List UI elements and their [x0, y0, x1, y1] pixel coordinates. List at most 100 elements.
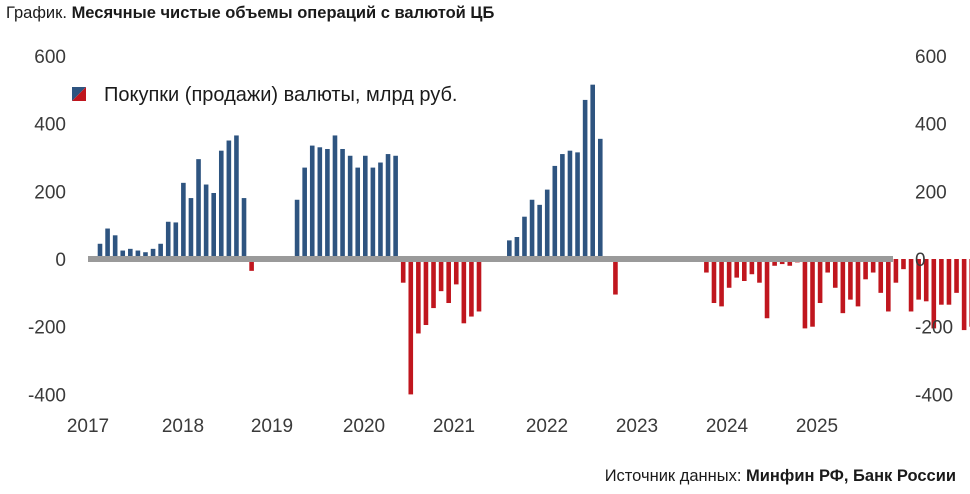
bar	[158, 243, 163, 259]
bar	[704, 259, 709, 273]
y-tick-label-right: 600	[915, 47, 947, 68]
bar	[757, 259, 762, 283]
y-tick-label-right: 200	[915, 182, 947, 203]
bar	[764, 259, 770, 319]
bar	[742, 259, 747, 281]
bar	[112, 235, 118, 260]
bar	[848, 259, 853, 300]
bar	[363, 155, 368, 259]
x-tick-label: 2021	[433, 416, 475, 437]
bar	[400, 259, 406, 283]
y-tick-label-left: 200	[34, 182, 66, 203]
y-tick-label-right: -200	[915, 318, 953, 339]
bar	[226, 140, 232, 259]
bar	[453, 259, 459, 285]
bar	[560, 154, 565, 259]
legend-label: Покупки (продажи) валюты, млрд руб.	[104, 84, 458, 106]
bar	[749, 259, 755, 275]
x-axis: 2017 2018 2019 2020 2021 2022 2023 2024 2025	[67, 416, 838, 437]
source-prefix: Источник данных:	[604, 467, 742, 485]
bar	[961, 259, 967, 331]
bar	[332, 135, 338, 259]
bar	[173, 222, 179, 259]
bar	[385, 154, 391, 259]
bar	[840, 259, 846, 314]
title-text: Месячные чистые объемы операций с валюто…	[71, 4, 495, 22]
bar	[855, 259, 861, 307]
chart-title: График. Месячные чистые объемы операций …	[6, 4, 494, 23]
y-axis-left: 600 400 200 0 -200 -400	[28, 47, 66, 406]
bar	[567, 150, 573, 259]
bar	[582, 99, 588, 259]
bars-group	[88, 84, 970, 395]
x-tick-label: 2025	[796, 416, 838, 437]
bar	[218, 150, 224, 259]
bar	[370, 167, 376, 259]
bar	[378, 162, 383, 259]
bar	[711, 259, 717, 304]
bar	[165, 221, 171, 259]
y-axis-right: 600 400 200 0 -200 -400	[915, 47, 953, 406]
title-prefix: График.	[6, 4, 67, 22]
x-tick-label: 2022	[526, 416, 568, 437]
bar	[575, 152, 580, 259]
bar	[870, 259, 876, 273]
bar	[234, 135, 239, 259]
x-tick-label: 2017	[67, 416, 109, 437]
bar	[309, 145, 315, 259]
bar	[863, 259, 868, 280]
legend: Покупки (продажи) валюты, млрд руб.	[72, 84, 458, 106]
bar	[188, 198, 194, 259]
bar	[772, 259, 777, 266]
bar	[597, 138, 603, 259]
zero-line	[88, 256, 893, 262]
y-tick-label-right: 0	[915, 250, 926, 271]
bar	[923, 259, 929, 302]
source-note: Источник данных: Минфин РФ, Банк России	[605, 467, 956, 486]
bar	[302, 167, 307, 259]
bar	[135, 250, 141, 259]
bar	[211, 192, 216, 259]
bar	[522, 216, 527, 259]
x-tick-label: 2018	[162, 416, 204, 437]
bar	[901, 259, 906, 270]
bar	[241, 198, 247, 259]
bar	[946, 259, 952, 305]
bar	[431, 259, 436, 309]
bar	[719, 259, 724, 307]
y-tick-label-left: 400	[34, 115, 66, 136]
bar	[832, 259, 838, 288]
bar	[181, 182, 186, 259]
y-tick-label-left: -200	[28, 318, 66, 339]
bar	[340, 148, 345, 259]
bar	[613, 259, 618, 295]
bar	[931, 259, 937, 329]
bar	[825, 259, 830, 273]
bar	[893, 259, 899, 283]
bar	[590, 84, 595, 259]
y-tick-label-right: -400	[915, 385, 953, 406]
x-tick-label: 2024	[706, 416, 749, 437]
bar	[120, 250, 126, 259]
bar	[802, 259, 808, 329]
bar	[249, 259, 254, 271]
bar	[726, 259, 732, 288]
bar	[469, 259, 474, 317]
bar	[537, 204, 542, 259]
bar	[446, 259, 451, 304]
bar	[355, 167, 361, 259]
bar	[734, 259, 740, 278]
bar	[294, 199, 300, 259]
bar	[507, 240, 512, 259]
bar	[416, 259, 421, 334]
bar	[817, 259, 823, 304]
bar	[196, 159, 201, 259]
bar	[423, 259, 429, 326]
bar	[476, 259, 482, 312]
bar	[393, 155, 398, 259]
x-tick-label: 2020	[343, 416, 385, 437]
bar	[908, 259, 914, 312]
bar	[787, 259, 793, 266]
bar	[939, 259, 944, 305]
